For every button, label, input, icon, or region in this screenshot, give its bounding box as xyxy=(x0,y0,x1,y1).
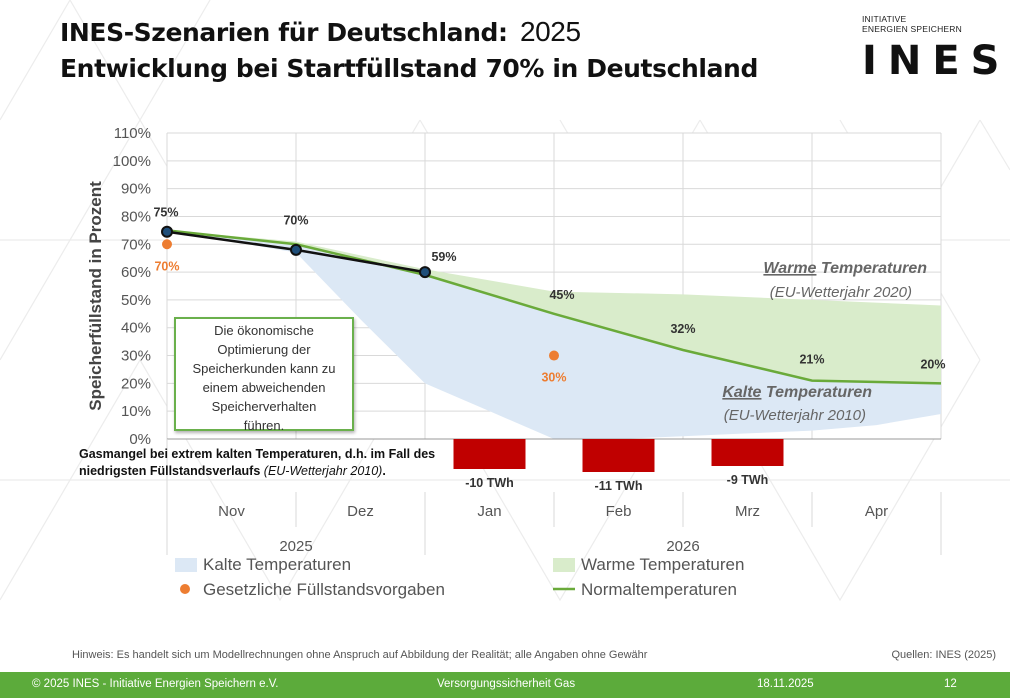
y-tick-label: 110% xyxy=(114,125,151,142)
warm-annotation-underlined: Warme xyxy=(763,260,816,277)
title-line1: INES-Szenarien für Deutschland: xyxy=(60,18,508,47)
y-tick-label: 0% xyxy=(129,431,151,448)
year-label: 2025 xyxy=(279,538,312,555)
cold-annotation-underlined: Kalte xyxy=(722,384,761,401)
legend-label: Normaltemperaturen xyxy=(581,580,737,599)
deficit-label: -9 TWh xyxy=(727,473,769,487)
logo-tagline1: INITIATIVE xyxy=(862,14,907,24)
y-tick-label: 80% xyxy=(121,208,151,225)
deficit-bar xyxy=(582,439,655,472)
logo-wordmark: INES xyxy=(862,38,1010,84)
y-tick-label: 50% xyxy=(121,292,151,309)
y-tick-label: 40% xyxy=(121,320,151,337)
callout-line: führen. xyxy=(243,418,285,433)
y-tick-label: 90% xyxy=(121,181,151,198)
mandate-label: 70% xyxy=(154,259,179,273)
warm-annotation-rest: Temperaturen xyxy=(816,260,927,277)
disclaimer-note: Hinweis: Es handelt sich um Modellrechnu… xyxy=(72,649,648,661)
actual-marker xyxy=(161,225,173,238)
y-tick-label: 70% xyxy=(121,236,151,253)
deficit-label: -10 TWh xyxy=(465,476,514,490)
year-label: 2026 xyxy=(666,538,699,555)
sources-note: Quellen: INES (2025) xyxy=(891,649,996,661)
y-tick-label: 60% xyxy=(121,264,151,281)
shortage-note-text: Gasmangel bei extrem kalten Temperaturen… xyxy=(79,447,436,478)
shortage-note: Gasmangel bei extrem kalten Temperaturen… xyxy=(79,446,459,480)
actual-marker xyxy=(419,266,431,279)
footer-copyright: © 2025 INES - Initiative Energien Speich… xyxy=(32,678,279,690)
legend-label: Kalte Temperaturen xyxy=(203,555,351,574)
page-title: INES-Szenarien für Deutschland: 2025 Ent… xyxy=(60,14,758,87)
y-axis-title: Speicherfüllstand in Prozent xyxy=(86,181,105,411)
warm-annotation-sub: (EU-Wetterjahr 2020) xyxy=(770,284,912,301)
x-tick-label: Apr xyxy=(865,503,888,520)
footer-bar: © 2025 INES - Initiative Energien Speich… xyxy=(0,672,1010,698)
legend-label: Warme Temperaturen xyxy=(581,555,744,574)
deficit-bar xyxy=(453,439,526,469)
shortage-note-end: . xyxy=(382,464,386,478)
footer-date: 18.11.2025 xyxy=(757,678,814,690)
data-label: 75% xyxy=(153,205,178,219)
x-tick-label: Jan xyxy=(477,503,501,520)
ines-logo: INITIATIVE ENERGIEN SPEICHERN INES xyxy=(862,14,1000,84)
data-label: 45% xyxy=(549,288,574,302)
y-tick-label: 10% xyxy=(121,403,151,420)
legend-swatch xyxy=(175,558,197,572)
mandate-dot xyxy=(162,239,172,250)
x-tick-label: Feb xyxy=(606,503,632,520)
cold-area xyxy=(167,230,941,439)
data-label: 32% xyxy=(670,322,695,336)
warm-annotation: Warme Temperaturen xyxy=(763,260,927,277)
cold-annotation-sub: (EU-Wetterjahr 2010) xyxy=(724,407,866,424)
chart: 0%10%20%30%40%50%60%70%80%90%100%110%75%… xyxy=(86,125,946,599)
deficit-bar xyxy=(711,439,784,466)
actual-marker xyxy=(290,243,302,256)
title-line2: Entwicklung bei Startfüllstand 70% in De… xyxy=(60,54,758,83)
data-label: 20% xyxy=(920,357,945,371)
cold-annotation-rest: Temperaturen xyxy=(761,384,872,401)
callout-line: Speicherverhalten xyxy=(211,399,317,414)
deficit-label: -11 TWh xyxy=(595,479,643,493)
data-label: 59% xyxy=(431,250,456,264)
callout-line: Speicherkunden kann zu xyxy=(192,361,336,376)
footer-topic: Versorgungssicherheit Gas xyxy=(437,678,576,690)
footer-page: 12 xyxy=(944,678,957,690)
legend-swatch xyxy=(180,584,190,594)
legend-label: Gesetzliche Füllstandsvorgaben xyxy=(203,580,445,599)
y-tick-label: 100% xyxy=(113,153,151,170)
mandate-dot xyxy=(549,350,559,361)
callout-line: Die ökonomische xyxy=(214,323,314,338)
x-tick-label: Mrz xyxy=(735,503,760,520)
y-tick-label: 30% xyxy=(121,348,151,365)
title-year: 2025 xyxy=(519,16,581,47)
x-tick-label: Dez xyxy=(347,503,374,520)
shortage-note-italic: (EU-Wetterjahr 2010) xyxy=(263,464,383,478)
data-label: 21% xyxy=(799,353,824,367)
callout-line: einem abweichenden xyxy=(202,380,326,395)
logo-tagline2: ENERGIEN SPEICHERN xyxy=(862,24,962,34)
mandate-label: 30% xyxy=(541,371,566,385)
callout-line: Optimierung der xyxy=(217,342,311,357)
x-tick-label: Nov xyxy=(218,503,245,520)
warm-area xyxy=(167,230,941,384)
y-tick-label: 20% xyxy=(121,375,151,392)
data-label: 70% xyxy=(283,213,308,227)
legend-swatch xyxy=(553,558,575,572)
callout-box: Die ökonomische Optimierung der Speicherku… xyxy=(174,317,354,433)
cold-annotation: Kalte Temperaturen xyxy=(722,384,872,401)
